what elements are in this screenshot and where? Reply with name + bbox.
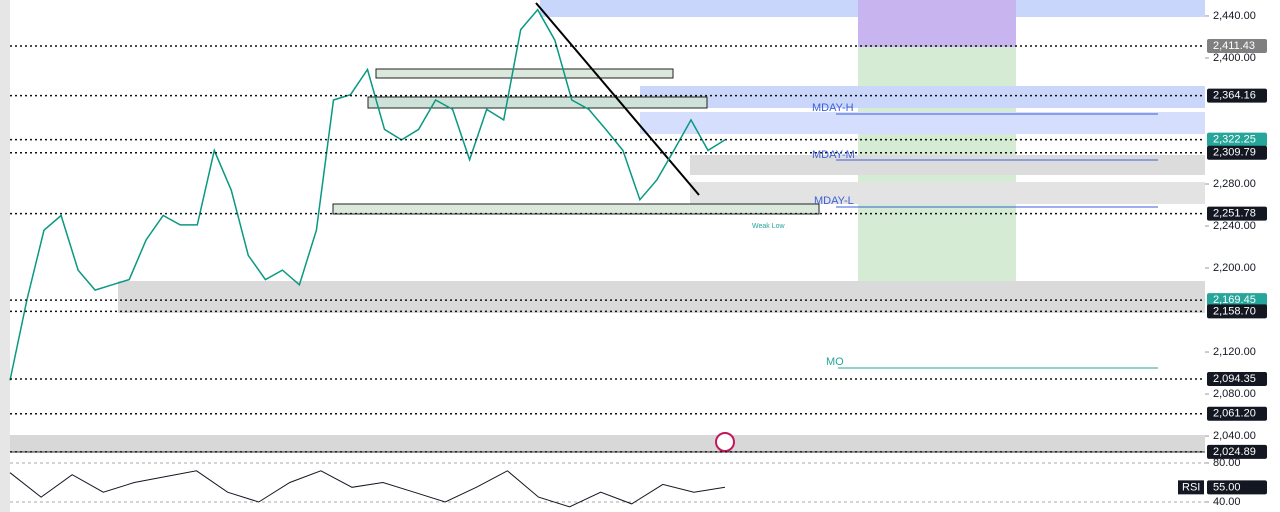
price-badge [1207,132,1267,147]
annotation: MDAY-H [812,102,854,114]
annotation: MDAY-L [814,195,854,207]
zone [690,182,1205,204]
zone [10,435,1205,452]
price-badge [1207,406,1267,421]
y-tick-label: 2,080.00 [1213,388,1256,400]
price-badge [1207,480,1267,495]
price-badge [1207,304,1267,319]
rsi-line [9,470,726,508]
box [367,96,708,109]
indicator-name: RSI [1182,481,1200,493]
price-badge-label: 2,364.16 [1213,90,1256,102]
price-badge-label: 2,251.78 [1213,208,1256,220]
annotation: MDAY-M [812,149,855,161]
zone [690,155,1205,175]
y-tick-label: 2,400.00 [1213,52,1256,64]
price-badge-label: 2,411.43 [1213,40,1255,52]
price-badge-label: 2,322.25 [1213,134,1256,146]
box [332,203,820,215]
y-tick-label: 2,240.00 [1213,220,1256,232]
zones [10,0,1205,453]
price-badge [1207,293,1267,308]
y-tick-label: 2,040.00 [1213,430,1256,442]
price-badge-label: 2,309.79 [1213,147,1256,159]
trend-line [535,2,700,196]
zone [640,112,1205,134]
price-badge [1207,38,1267,53]
annotation: MO [826,356,844,368]
price-badge-label: 2,158.70 [1213,305,1256,317]
y-tick-label: 40.00 [1213,496,1241,508]
zone [858,0,1016,47]
y-tick-label: 2,440.00 [1213,10,1256,22]
zone [118,281,1205,313]
box [375,68,674,79]
zone [640,86,1205,108]
price-badge [1207,145,1267,160]
y-tick-label: 2,200.00 [1213,262,1256,274]
price-line [9,8,726,381]
left-edge [0,0,10,512]
annotation: Weak Low [752,223,785,230]
y-tick-label: 80.00 [1213,457,1241,469]
event-icon[interactable] [715,432,735,452]
price-badge [1207,88,1267,103]
price-badge-label: 2,024.89 [1213,446,1256,458]
price-badge-label: 2,169.45 [1213,294,1256,306]
indicator-tag [1178,480,1204,495]
price-badge-label: 55.00 [1213,481,1241,493]
price-badge-label: 2,061.20 [1213,408,1256,420]
price-badge-label: 2,094.35 [1213,373,1256,385]
price-badge [1207,206,1267,221]
price-badge [1207,444,1267,459]
price-badge [1207,371,1267,386]
y-tick-label: 2,280.00 [1213,178,1256,190]
y-tick-label: 2,120.00 [1213,346,1256,358]
